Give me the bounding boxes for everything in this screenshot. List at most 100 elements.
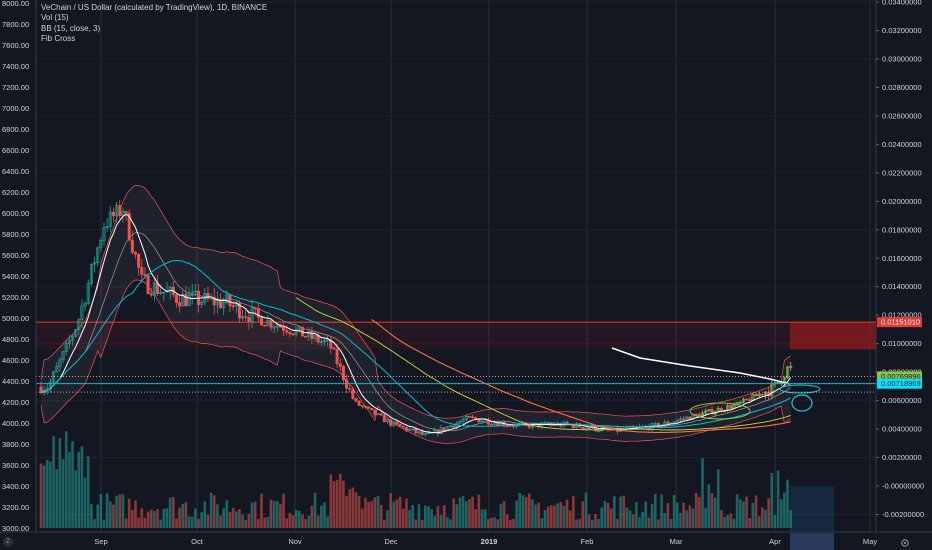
indicator-fib-cross[interactable]: Fib Cross [41, 34, 76, 44]
candle-body [89, 263, 93, 284]
time-axis-label: Sep [94, 537, 107, 546]
candle-body [357, 400, 361, 406]
left-axis-tick: 3200.00 [2, 503, 29, 512]
annotation-ellipse-green [689, 402, 751, 420]
candle-body [483, 419, 487, 422]
volume-bar [178, 507, 181, 528]
left-axis-tick: 3000.00 [2, 524, 29, 533]
volume-bar [49, 461, 52, 528]
candle-body [367, 406, 371, 409]
volume-bar [61, 459, 65, 528]
volume-bar [338, 473, 342, 528]
indicator-vol[interactable]: Vol (15) [41, 13, 69, 23]
left-price-axis[interactable]: 8000.00 7800.00 7600.00 7400.00 7200.00 7000.… [0, 0, 37, 533]
right-axis-tick: 0.00400000 [882, 425, 922, 434]
candle-body [461, 419, 465, 422]
volume-bar [298, 510, 301, 528]
volume-bar [228, 512, 232, 528]
candle-body [108, 211, 112, 227]
volume-bar [783, 492, 786, 528]
candle-body [574, 423, 578, 429]
right-axis-tick: -0.00000000 [882, 482, 924, 491]
volume-bar [559, 502, 563, 528]
candle-body [411, 428, 415, 431]
volume-bar [386, 510, 389, 528]
volume-bar [603, 501, 607, 528]
volume-bar [757, 516, 761, 528]
volume-bar [102, 519, 106, 528]
volume-bar [112, 504, 115, 528]
time-axis-highlight [790, 533, 834, 550]
volume-bar [320, 505, 323, 528]
candle-body [398, 423, 402, 427]
volume-bar [58, 438, 62, 528]
volume-bar [550, 505, 553, 528]
volume-bar [266, 516, 270, 528]
volume-bar [345, 495, 348, 528]
candle-body [493, 422, 497, 425]
gear-icon[interactable] [900, 538, 910, 548]
volume-bar [203, 501, 207, 528]
volume-bar [710, 493, 714, 528]
volume-bar [647, 517, 651, 528]
candle-body [313, 335, 317, 339]
volume-bar [512, 518, 515, 528]
volume-bar [405, 498, 408, 528]
candle-body [360, 405, 364, 407]
volume-bar [613, 496, 616, 528]
volume-bar [455, 504, 459, 528]
volume-bar [767, 498, 770, 528]
volume-bar [316, 515, 320, 528]
volume-bar [433, 515, 437, 528]
volume-bar [184, 502, 188, 528]
candle-body [222, 302, 226, 309]
volume-bar [483, 509, 487, 528]
volume-bar [789, 510, 792, 528]
right-axis-tick: 0.01400000 [882, 282, 922, 291]
right-axis-tick: 0.02600000 [882, 111, 922, 120]
candle-body [105, 226, 109, 228]
volume-bar [735, 494, 739, 528]
volume-bar [323, 502, 326, 528]
candle-body [757, 393, 761, 397]
candle-body [187, 295, 191, 306]
candle-body [152, 282, 156, 296]
volume-bar [537, 502, 540, 528]
volume-bar [527, 493, 531, 528]
volume-bar [439, 514, 443, 528]
candle-body [379, 413, 383, 416]
indicator-bb[interactable]: BB (15, close, 3) [41, 23, 101, 33]
candle-body [307, 331, 311, 337]
volume-bar [449, 519, 452, 528]
price-label: 0.01151010 [881, 318, 920, 327]
volume-bar [600, 507, 603, 528]
volume-bar [90, 504, 93, 528]
candle-body [442, 427, 446, 431]
timeframe-button[interactable]: Z [3, 537, 13, 547]
right-price-axis[interactable]: 0.03400000 0.03200000 0.03000000 0.02800000… [875, 0, 932, 532]
right-axis-tick: 0.00600000 [882, 396, 922, 405]
candle-body [86, 282, 90, 304]
red-zone [36, 321, 876, 532]
volume-bar [562, 505, 566, 528]
left-axis-tick: 4000.00 [2, 419, 29, 428]
symbol-title[interactable]: VeChain / US Dollar (calculated by Tradi… [41, 3, 268, 12]
candle-body [401, 425, 405, 428]
volume-bar [68, 452, 71, 528]
right-axis-tick: 0.02200000 [882, 168, 922, 177]
volume-bar [701, 458, 704, 528]
volume-bar [773, 514, 777, 528]
candle-body [511, 425, 515, 427]
volume-bar [131, 509, 134, 528]
volume-bar [304, 519, 307, 528]
ma-cyan [40, 260, 791, 428]
volume-bar [46, 460, 49, 528]
time-axis[interactable]: Sep Oct Nov Dec 2019 Feb Mar Apr May [0, 531, 932, 550]
volume-bar [427, 506, 430, 528]
volume-bar [326, 516, 329, 528]
volume-bar [644, 501, 648, 528]
volume-bar [288, 513, 292, 528]
volume-bar [480, 509, 484, 528]
candle-body [685, 416, 689, 420]
